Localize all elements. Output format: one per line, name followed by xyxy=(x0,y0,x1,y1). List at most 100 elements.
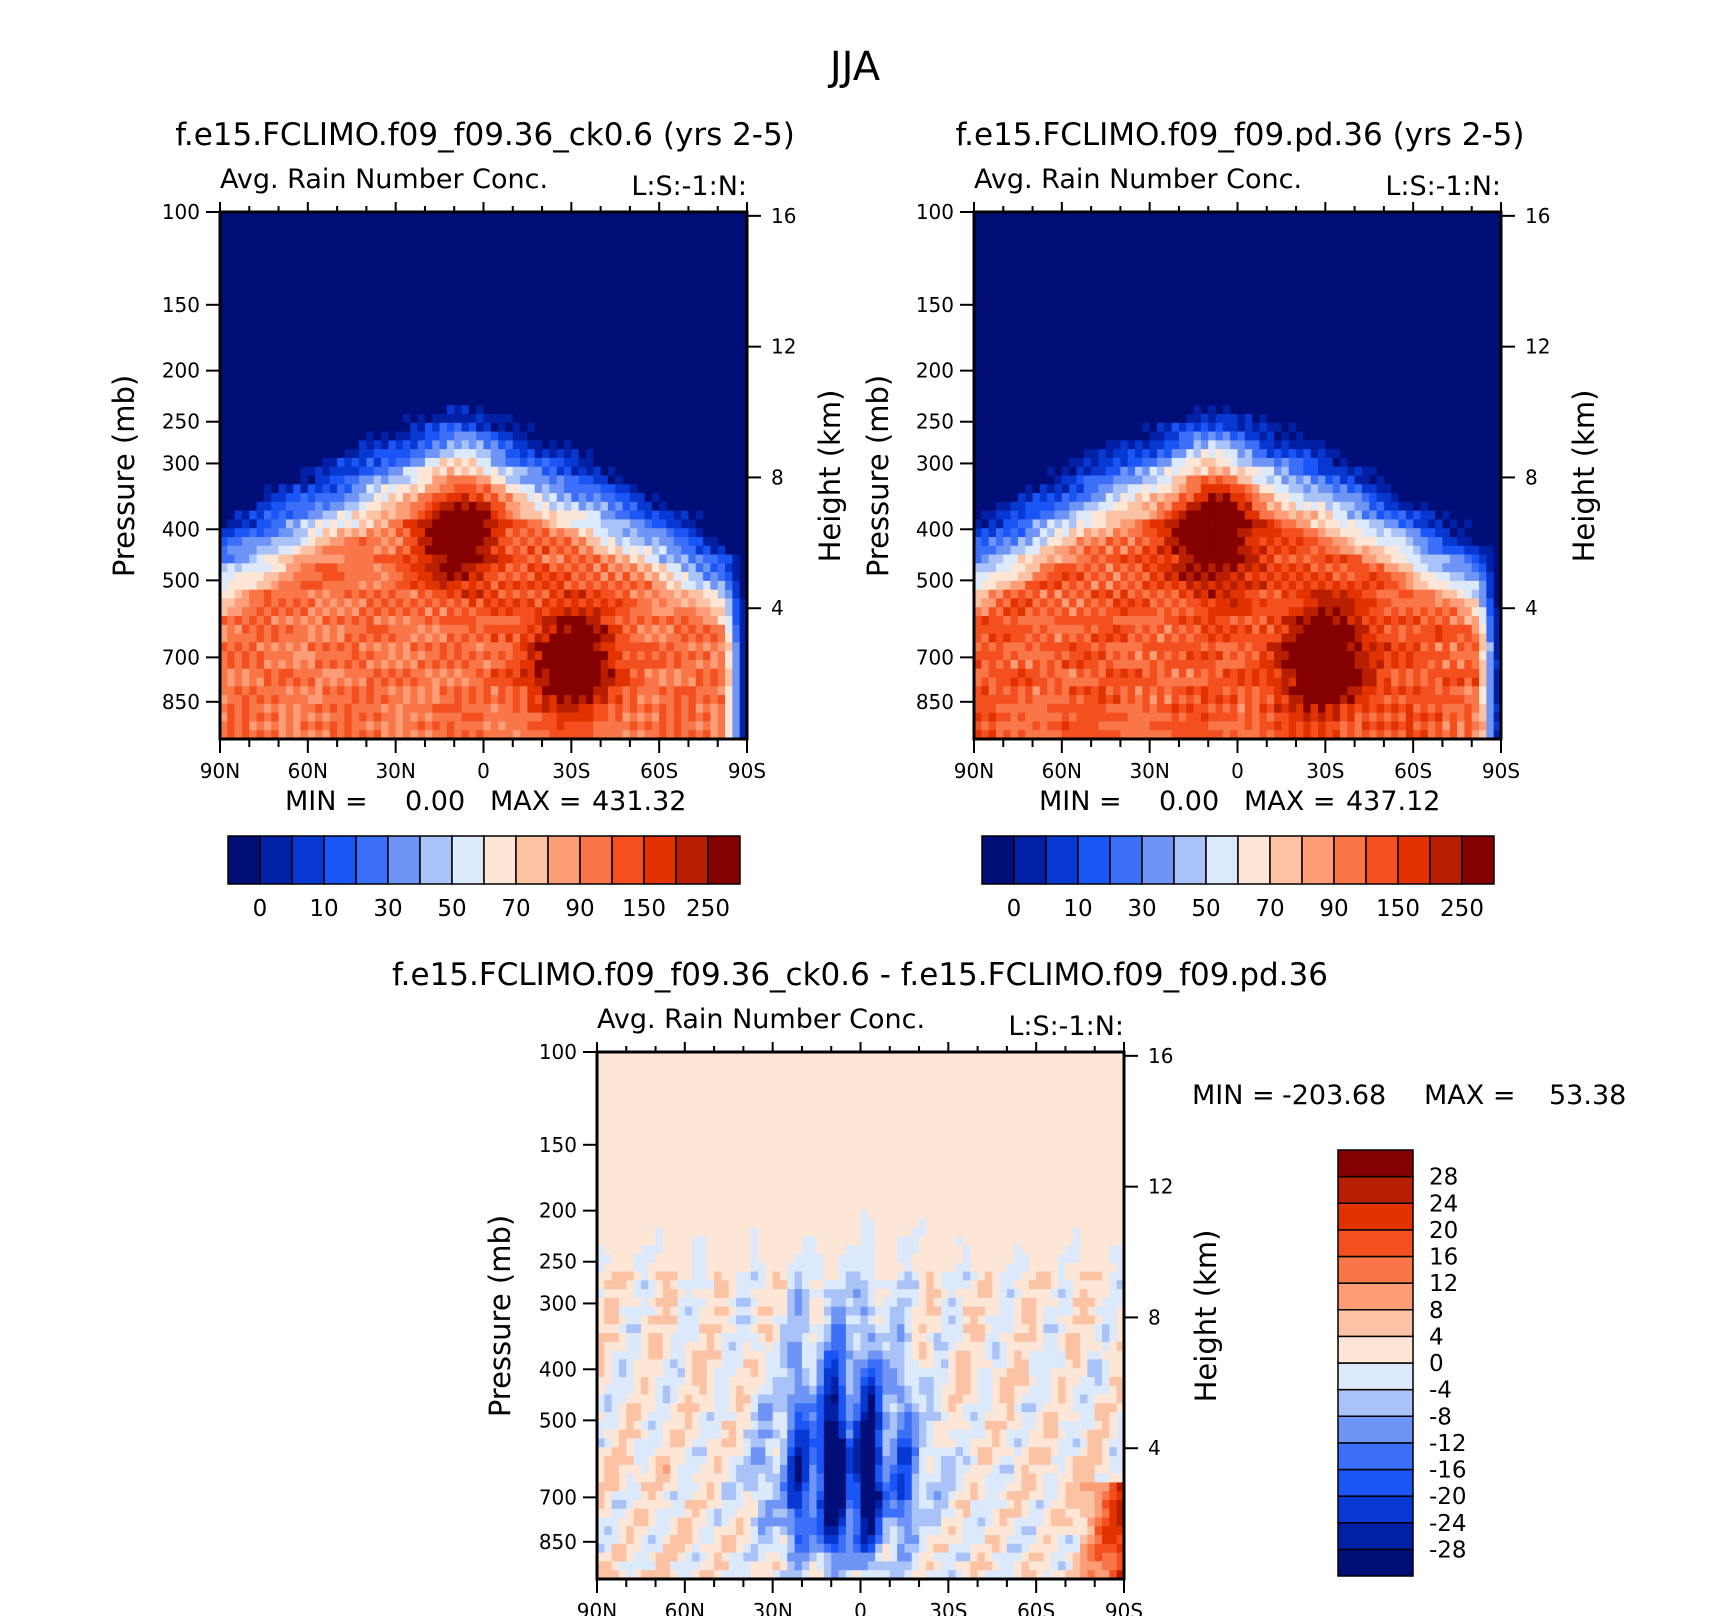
contour-cell xyxy=(607,598,616,608)
contour-cell xyxy=(285,519,294,529)
contour-cell xyxy=(564,396,572,406)
contour-cell xyxy=(564,598,572,608)
contour-cell xyxy=(498,484,507,494)
contour-cell xyxy=(1047,255,1056,266)
contour-cell xyxy=(564,405,572,415)
contour-cell xyxy=(263,282,272,292)
contour-cell xyxy=(315,378,324,389)
contour-cell xyxy=(468,475,477,485)
contour-cell xyxy=(549,238,558,248)
contour-cell xyxy=(651,431,660,441)
contour-cell xyxy=(695,414,704,424)
contour-cell xyxy=(381,352,389,362)
contour-cell xyxy=(271,361,280,371)
contour-cell xyxy=(424,677,433,687)
contour-cell xyxy=(717,659,726,670)
contour-cell xyxy=(285,580,294,591)
contour-cell xyxy=(1274,273,1283,283)
contour-cell xyxy=(468,440,477,450)
contour-cell xyxy=(710,229,719,239)
contour-cell xyxy=(688,572,697,582)
contour-cell xyxy=(263,633,272,643)
contour-cell xyxy=(432,686,441,696)
contour-cell xyxy=(483,633,492,643)
contour-cell xyxy=(337,343,346,354)
contour-cell xyxy=(512,484,521,494)
contour-cell xyxy=(607,572,616,582)
contour-cell xyxy=(593,220,602,231)
contour-cell xyxy=(732,536,741,547)
contour-cell xyxy=(293,580,302,591)
contour-cell xyxy=(468,282,477,292)
contour-cell xyxy=(278,264,287,275)
contour-cell xyxy=(556,642,565,652)
contour-cell xyxy=(256,607,265,617)
y-right-tick-label: 16 xyxy=(771,204,796,228)
contour-cell xyxy=(256,712,265,723)
contour-cell xyxy=(732,431,741,441)
contour-cell xyxy=(241,247,250,257)
colorbar-box xyxy=(611,835,645,885)
contour-cell xyxy=(542,510,550,521)
contour-cell xyxy=(629,616,638,626)
contour-cell xyxy=(710,317,719,327)
contour-cell xyxy=(1193,238,1202,248)
contour-cell xyxy=(695,703,704,714)
contour-cell xyxy=(454,528,463,538)
contour-cell xyxy=(549,475,558,485)
contour-cell xyxy=(607,378,616,389)
contour-cell xyxy=(571,677,580,687)
contour-cell xyxy=(359,668,367,679)
contour-cell xyxy=(322,299,331,310)
contour-cell xyxy=(337,695,346,705)
contour-cell xyxy=(1244,212,1253,222)
contour-cell xyxy=(263,519,272,529)
contour-cell xyxy=(1076,229,1085,239)
contour-cell xyxy=(366,378,375,389)
contour-cell xyxy=(285,387,294,398)
contour-cell xyxy=(593,378,602,389)
contour-cell xyxy=(1193,264,1202,275)
contour-cell xyxy=(381,695,389,705)
contour-cell xyxy=(666,633,675,643)
contour-cell xyxy=(717,563,726,573)
contour-cell xyxy=(249,484,258,494)
contour-cell xyxy=(520,414,529,424)
contour-cell xyxy=(571,212,580,222)
contour-cell xyxy=(490,712,499,723)
contour-cell xyxy=(249,589,258,600)
contour-cell xyxy=(446,422,455,433)
contour-cell xyxy=(249,334,258,345)
contour-cell xyxy=(410,466,419,477)
contour-cell xyxy=(410,396,419,406)
contour-cell xyxy=(556,291,565,301)
contour-cell xyxy=(490,580,499,591)
contour-cell xyxy=(520,449,529,459)
contour-cell xyxy=(673,501,682,512)
contour-cell xyxy=(622,414,631,424)
contour-cell xyxy=(622,449,631,459)
contour-cell xyxy=(556,730,565,739)
contour-cell xyxy=(600,624,609,635)
contour-cell xyxy=(271,642,280,652)
contour-cell xyxy=(1442,220,1451,231)
contour-cell xyxy=(446,616,455,626)
contour-cell xyxy=(681,440,690,450)
contour-cell xyxy=(483,352,492,362)
contour-cell xyxy=(1464,255,1473,266)
contour-cell xyxy=(490,633,499,643)
contour-cell xyxy=(329,291,338,301)
contour-cell xyxy=(476,572,485,582)
contour-cell xyxy=(703,387,711,398)
contour-cell xyxy=(1032,238,1041,248)
contour-cell xyxy=(263,659,272,670)
y-tick-label: 700 xyxy=(162,645,200,669)
contour-cell xyxy=(454,291,463,301)
contour-cell xyxy=(498,334,507,345)
contour-cell xyxy=(256,493,265,503)
contour-cell xyxy=(446,387,455,398)
contour-cell xyxy=(556,510,565,521)
contour-cell xyxy=(263,572,272,582)
contour-cell xyxy=(1361,264,1370,275)
contour-cell xyxy=(607,255,616,266)
